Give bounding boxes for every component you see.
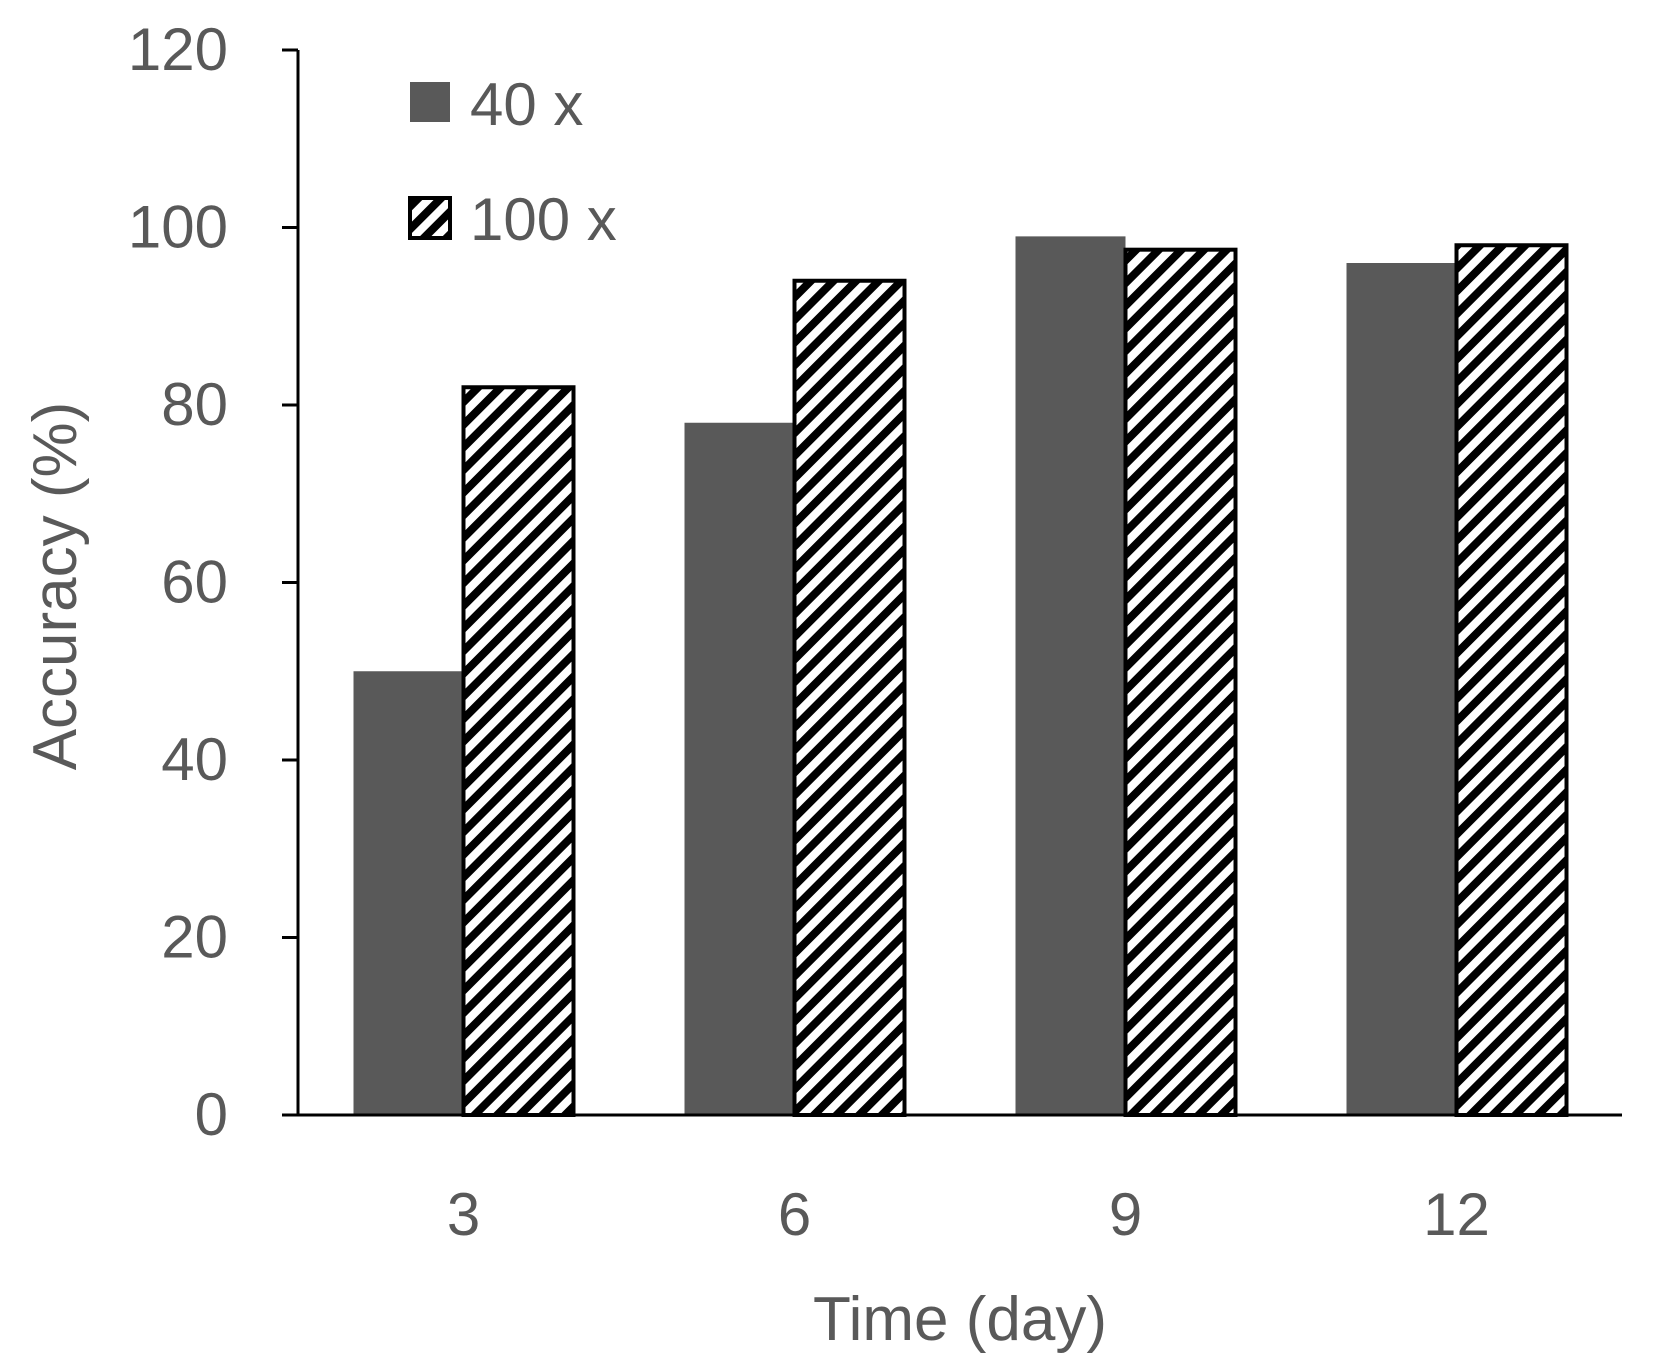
legend: 40 x 100 x xyxy=(408,71,617,253)
bar-40x-day-3 xyxy=(353,671,464,1115)
legend-swatch-40x xyxy=(410,82,450,122)
y-tick-label: 120 xyxy=(128,16,228,83)
y-tick-label: 20 xyxy=(161,904,228,971)
y-tick-label: 100 xyxy=(128,194,228,261)
bar-100x-day-3 xyxy=(461,385,576,1117)
bar-100x-day-6 xyxy=(792,278,907,1117)
bar-40x-day-6 xyxy=(684,422,795,1115)
x-tick-label: 9 xyxy=(1109,1181,1142,1248)
bar-40x-day-12 xyxy=(1346,263,1457,1115)
legend-label-40x: 40 x xyxy=(470,71,583,138)
legend-swatch-100x xyxy=(408,196,452,240)
y-tick-label: 40 xyxy=(161,726,228,793)
bars-group xyxy=(353,236,1569,1117)
x-tick-label: 12 xyxy=(1423,1181,1490,1248)
y-tick-label: 0 xyxy=(195,1081,228,1148)
y-tick-label: 80 xyxy=(161,371,228,438)
bar-100x-day-9 xyxy=(1123,247,1238,1117)
x-tick-label: 6 xyxy=(778,1181,811,1248)
x-axis-title: Time (day) xyxy=(813,1285,1107,1354)
y-tick-label: 60 xyxy=(161,549,228,616)
legend-label-100x: 100 x xyxy=(470,186,617,253)
bar-40x-day-9 xyxy=(1015,236,1126,1115)
bar-100x-day-12 xyxy=(1454,243,1569,1117)
y-axis-title: Accuracy (%) xyxy=(21,402,90,771)
x-tick-label: 3 xyxy=(447,1181,480,1248)
